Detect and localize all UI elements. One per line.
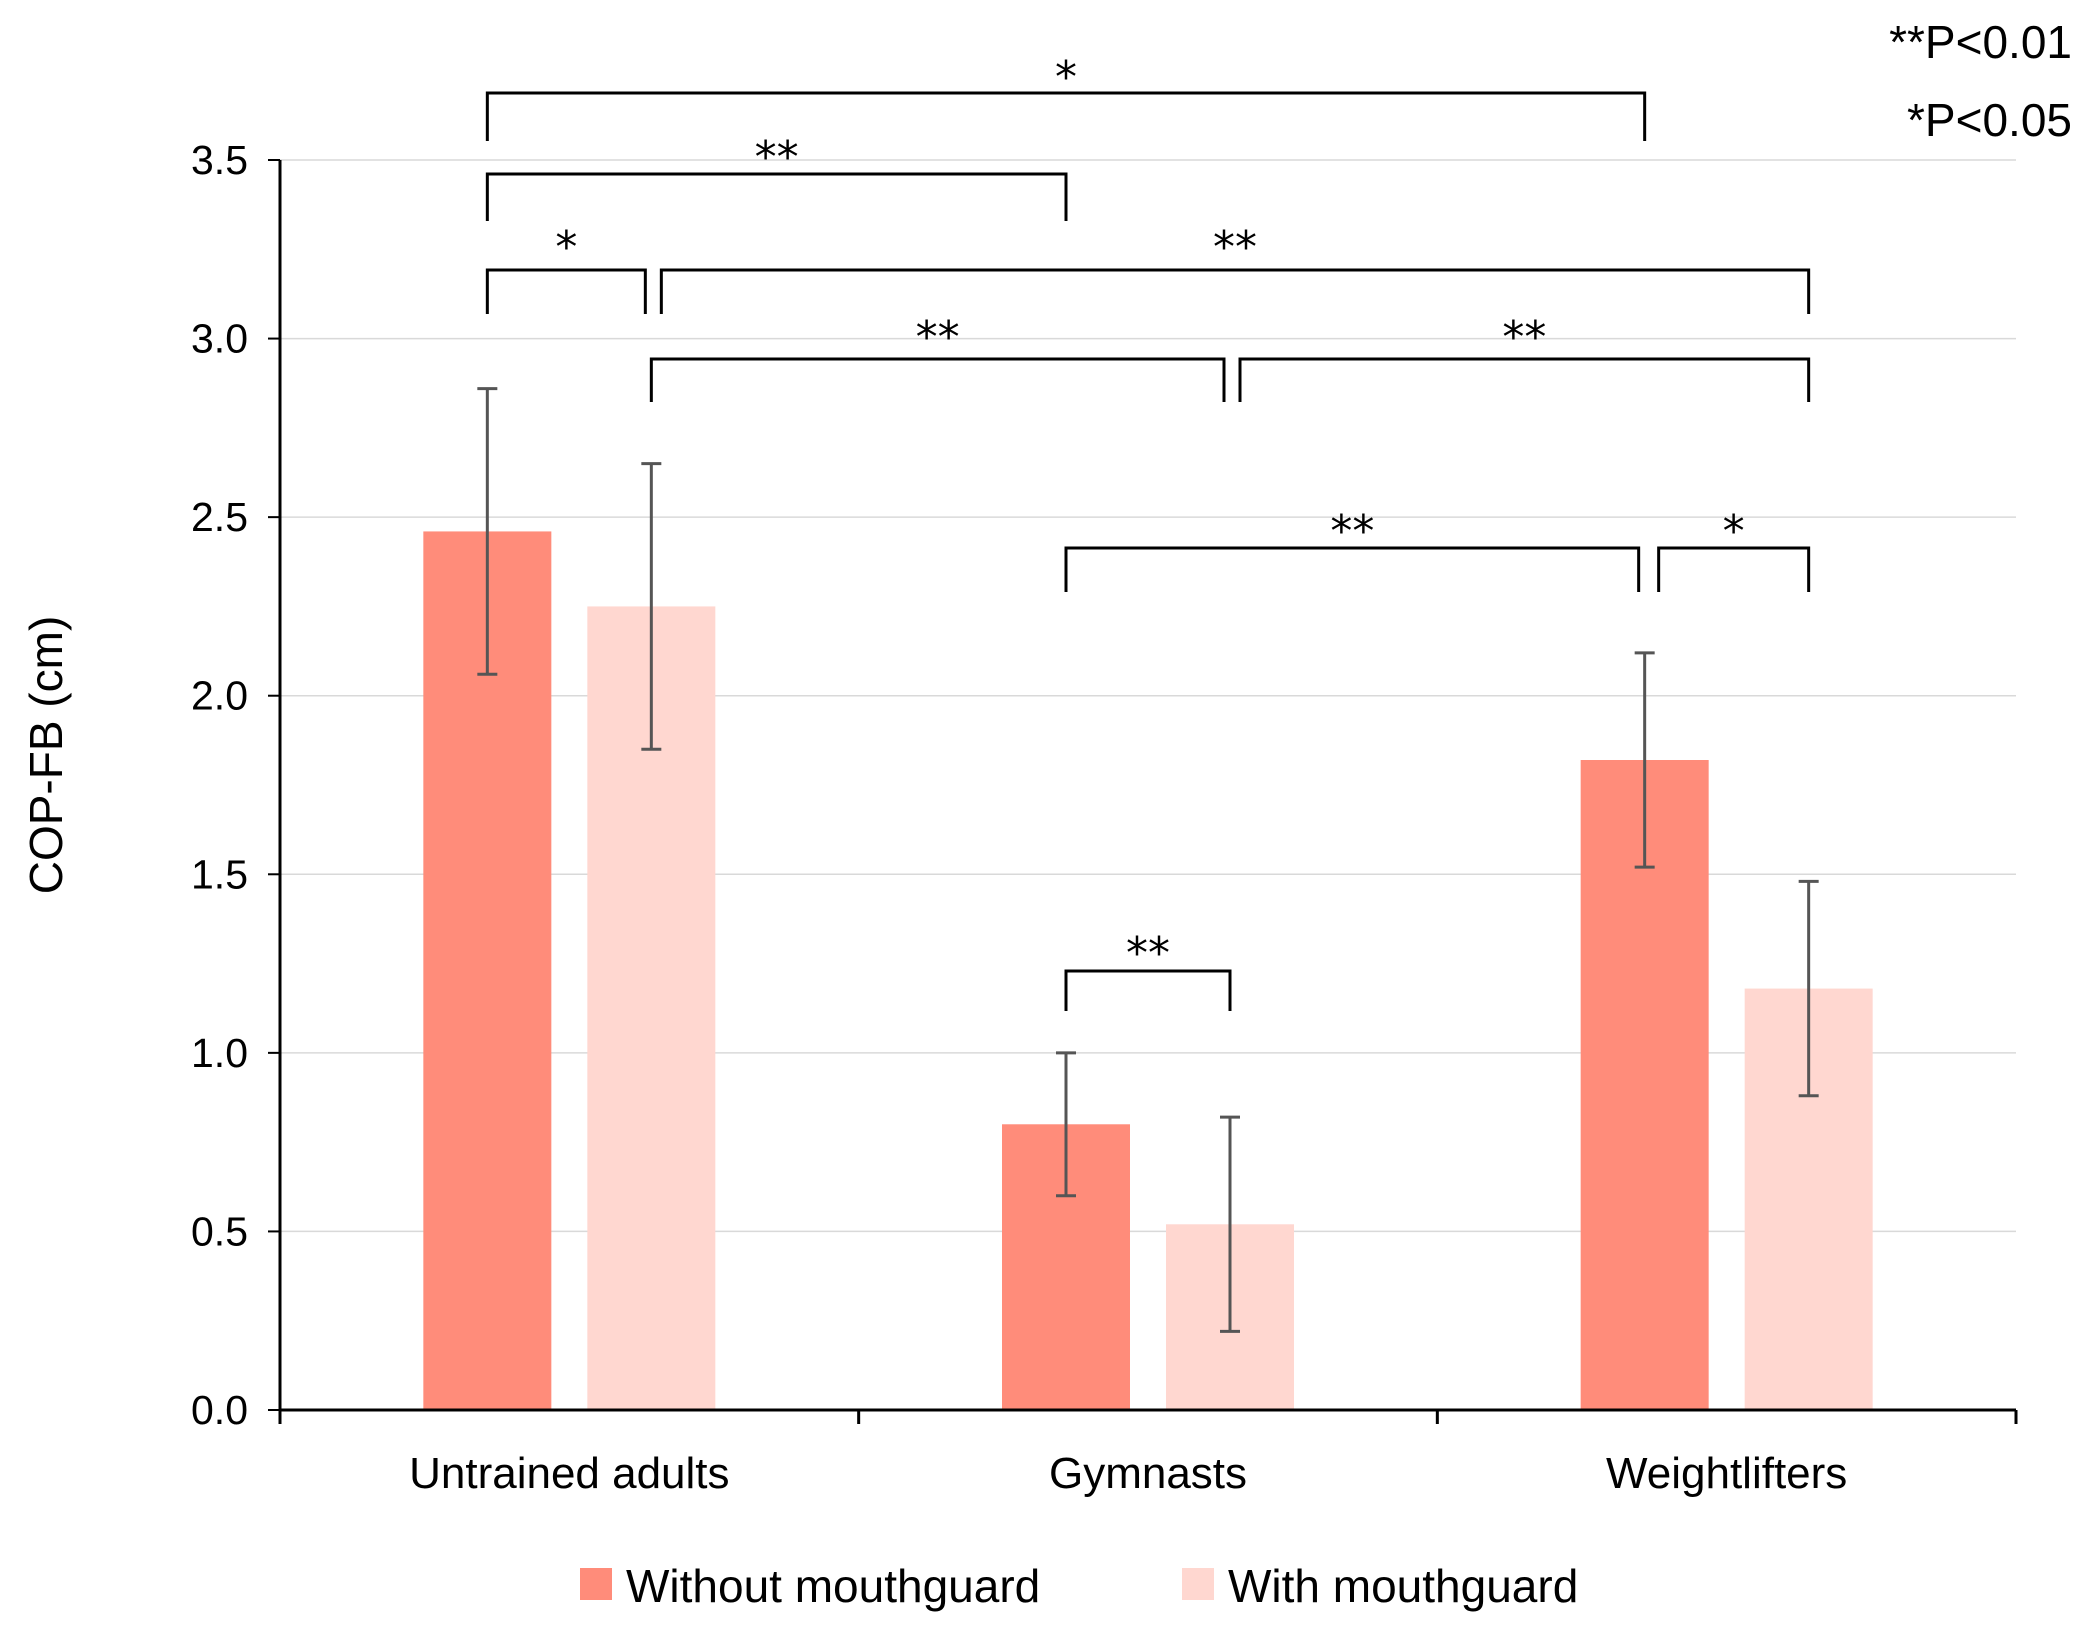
significance-bracket: ** [649, 312, 1226, 402]
significance-bracket: ** [485, 132, 1068, 221]
significance-note-p005: *P<0.05 [1907, 94, 2072, 146]
significance-bracket: * [485, 222, 647, 314]
significance-label: ** [1213, 222, 1257, 273]
legend-swatch-with-mouthguard [1182, 1568, 1214, 1600]
y-tick-label: 2.5 [191, 494, 248, 540]
error-bar-untrained-adults-without-mouthguard [477, 387, 498, 676]
legend-swatch-without-mouthguard [580, 1568, 612, 1600]
error-bars [477, 387, 1819, 1333]
y-tick-label: 0.0 [191, 1387, 248, 1433]
error-bar-weightlifters-without-mouthguard [1634, 651, 1655, 869]
y-tick-label: 3.0 [191, 316, 248, 362]
significance-bracket-line [1064, 969, 1232, 1011]
legend-label-with-mouthguard: With mouthguard [1228, 1560, 1578, 1612]
significance-bracket: ** [1064, 506, 1641, 592]
y-tick-label: 1.0 [191, 1030, 248, 1076]
error-bar-untrained-adults-with-mouthguard [641, 462, 662, 751]
significance-brackets: **** **** **** *** [485, 52, 1811, 1011]
significance-bracket-line [649, 357, 1226, 402]
significance-label: ** [1126, 928, 1170, 979]
significance-label: ** [916, 312, 960, 363]
gridlines [280, 159, 2016, 1233]
error-bar-gymnasts-without-mouthguard [1056, 1051, 1076, 1198]
y-tick-label: 1.5 [191, 851, 248, 897]
significance-label: * [1723, 506, 1745, 557]
x-tick-label-weightlifters: Weightlifters [1606, 1449, 1847, 1498]
y-axis-title: COP-FB (cm) [20, 616, 72, 895]
legend-label-without-mouthguard: Without mouthguard [626, 1560, 1040, 1612]
significance-note-p001: **P<0.01 [1889, 16, 2072, 68]
significance-label: * [1055, 52, 1077, 103]
bar-untrained-adults-without-mouthguard [423, 531, 552, 1410]
axes [268, 159, 2018, 1424]
error-bar-weightlifters-with-mouthguard [1798, 879, 1819, 1098]
y-tick-label: 3.5 [191, 137, 248, 183]
y-tick-label: 0.5 [191, 1208, 248, 1254]
significance-label: * [555, 222, 577, 273]
significance-label: ** [1330, 506, 1374, 557]
significance-bracket: ** [659, 222, 1811, 314]
significance-bracket-line [485, 91, 1647, 141]
significance-bracket-line [1064, 546, 1641, 592]
significance-bracket-line [659, 268, 1811, 314]
y-tick-label: 2.0 [191, 673, 248, 719]
error-bar-gymnasts-with-mouthguard [1220, 1115, 1240, 1333]
significance-bracket: * [1657, 506, 1811, 592]
significance-bracket: ** [1238, 312, 1811, 402]
significance-bracket-line [1657, 546, 1811, 592]
legend: Without mouthguard With mouthguard [580, 1560, 1578, 1612]
labels: 0.0 0.5 1.0 1.5 2.0 2.5 3.0 3.5 Untrained adults… [191, 137, 1847, 1498]
x-tick-label-untrained-adults: Untrained adults [409, 1449, 729, 1498]
significance-bracket-line [485, 172, 1068, 221]
significance-label: ** [755, 132, 799, 183]
x-tick-label-gymnasts: Gymnasts [1049, 1449, 1247, 1498]
significance-bracket: * [485, 52, 1647, 141]
significance-bracket-line [1238, 357, 1811, 402]
significance-label: ** [1502, 312, 1546, 363]
significance-bracket-line [485, 268, 647, 314]
significance-bracket: ** [1064, 928, 1232, 1011]
